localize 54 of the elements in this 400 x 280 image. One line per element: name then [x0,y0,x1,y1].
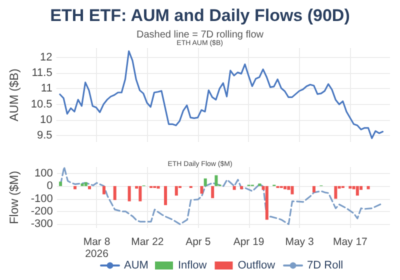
legend-label: Outflow [238,260,276,272]
y-tick-label: 100 [34,167,53,180]
y-tick-label: 10 [40,114,52,126]
y-tick-label: 10.5 [30,98,52,110]
y-tick-label: 11.5 [32,67,52,80]
bar [74,186,77,190]
chart-title: ETH ETF: AUM and Daily Flows (90D) [50,6,350,25]
x-tick-label: Apr 5 [186,236,211,248]
bar [312,186,316,192]
bar [366,186,370,190]
bar [174,186,178,196]
bar [258,184,262,186]
x-tick-label: Apr 19 [233,236,264,248]
bar [80,184,84,186]
bar [113,186,116,200]
y-tick-label: 11 [40,82,52,95]
x-tick-label: May 3 [285,236,314,248]
x-tick-label: May 17 [332,236,368,248]
bar [88,186,91,190]
x-tick-label: Mar 8 2026 [83,236,110,260]
chart-subtitle: Dashed line = 7D rolling flow [136,30,264,40]
legend-label: AUM [124,260,148,272]
line-series [60,166,384,225]
bar [204,178,207,186]
bar [128,186,131,202]
y-axis-title: AUM ($B) [7,68,21,122]
bar [164,186,168,206]
bar [102,186,106,194]
bar [284,186,287,190]
y-tick-label: -200 [30,205,53,218]
bar [211,186,214,198]
bar [356,186,359,196]
y-tick-label: 0 [46,180,53,192]
bar [200,186,204,194]
y-axis-title: Flow ($M) [7,170,21,224]
legend-label: 7D Roll [307,260,344,272]
bar [214,175,218,186]
x-tick-label: Mar 22 [131,236,164,248]
legend-label: Inflow [178,260,207,272]
bar [84,182,88,186]
y-tick-label: -300 [30,218,53,230]
bar [290,186,294,194]
y-tick-label: 12 [40,51,52,64]
bar [240,186,244,190]
bar [59,182,62,186]
line-series [59,50,384,140]
bar [138,186,142,202]
y-tick-label: 9.5 [37,130,52,142]
bar [156,186,160,189]
bar [348,186,352,189]
bar [232,186,236,190]
y-tick-label: -100 [30,192,53,205]
bar [334,186,338,199]
bar [265,186,268,220]
